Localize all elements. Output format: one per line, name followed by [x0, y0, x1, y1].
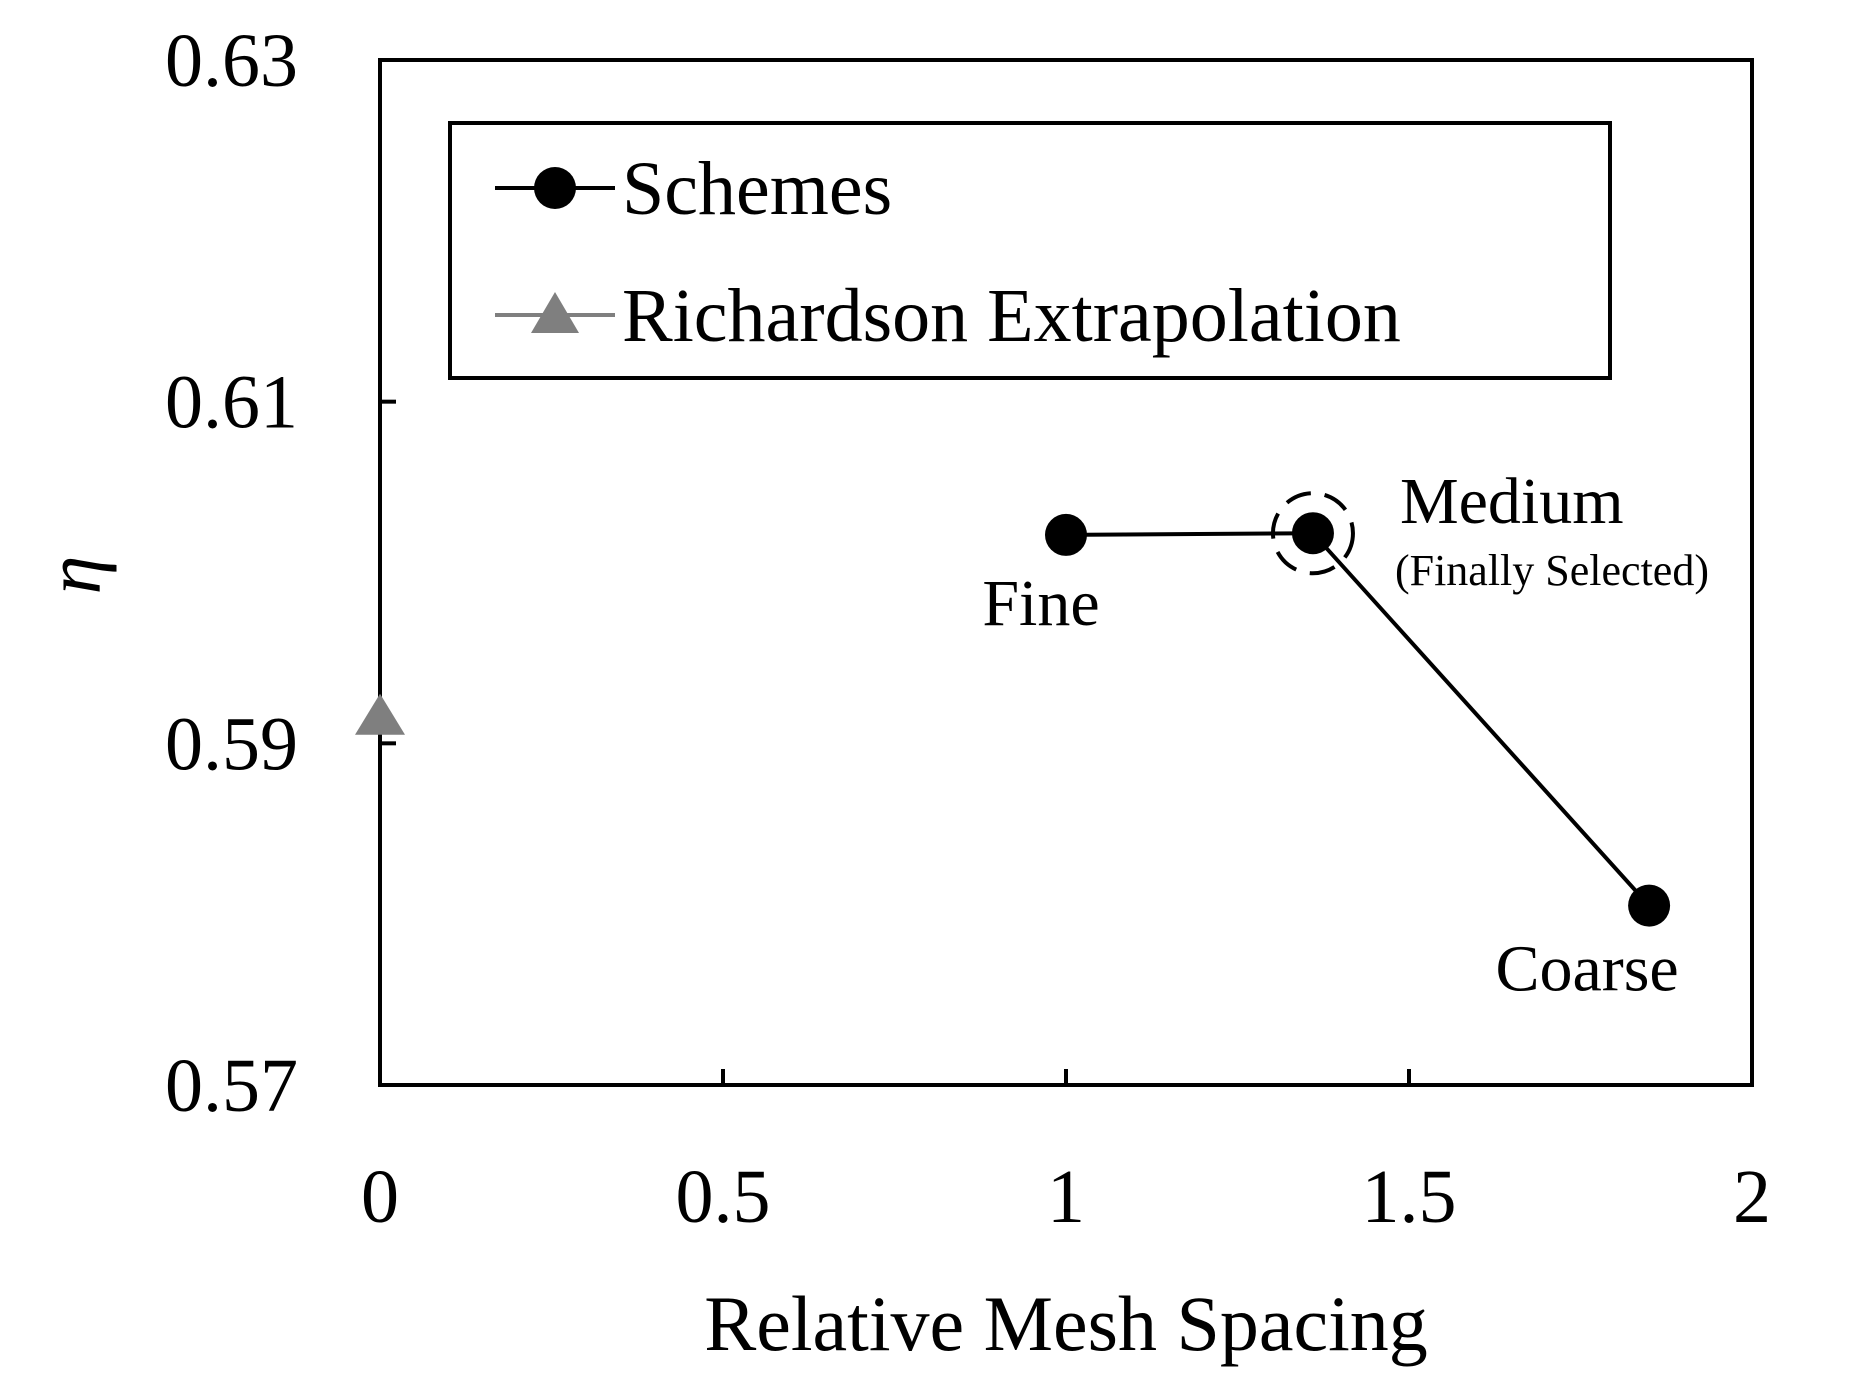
- data-point-coarse: [1628, 884, 1671, 927]
- y-tick-label: 0.63: [165, 19, 298, 103]
- selection-ring: [1270, 491, 1355, 576]
- y-tick-label: 0.59: [165, 702, 298, 786]
- y-tick-label: 0.61: [165, 361, 298, 445]
- point-label-fine: Fine: [982, 567, 1099, 640]
- legend-schemes-label: Schemes: [622, 147, 892, 231]
- x-axis-title: Relative Mesh Spacing: [704, 1280, 1428, 1367]
- data-point-richardson: [355, 693, 405, 735]
- data-point-fine: [1045, 513, 1087, 556]
- y-axis-title: η: [30, 556, 117, 595]
- y-tick-label: 0.57: [165, 1044, 298, 1128]
- legend-box: [448, 121, 1612, 380]
- x-tick-label: 1.5: [1362, 1155, 1457, 1239]
- x-axis: 0 0.5 1 1.5 2: [361, 1069, 1771, 1239]
- x-tick-label: 1: [1047, 1155, 1085, 1239]
- data-point-medium: [1291, 512, 1334, 555]
- series-layer: Fine Medium (Finally Selected) Coarse: [355, 465, 1709, 1006]
- x-tick-label: 0.5: [676, 1155, 771, 1239]
- point-label-medium: Medium: [1400, 465, 1624, 538]
- legend-richardson-marker: [531, 292, 579, 333]
- x-tick-label: 2: [1733, 1155, 1771, 1239]
- x-tick-label: 0: [361, 1155, 399, 1239]
- legend: Schemes Richardson Extrapolation: [448, 121, 1612, 380]
- legend-richardson-label: Richardson Extrapolation: [622, 274, 1401, 358]
- y-axis: 0.57 0.59 0.61 0.63: [165, 19, 396, 1128]
- point-sublabel-medium: (Finally Selected): [1395, 546, 1709, 595]
- point-label-coarse: Coarse: [1495, 933, 1678, 1006]
- legend-schemes-marker: [534, 167, 576, 209]
